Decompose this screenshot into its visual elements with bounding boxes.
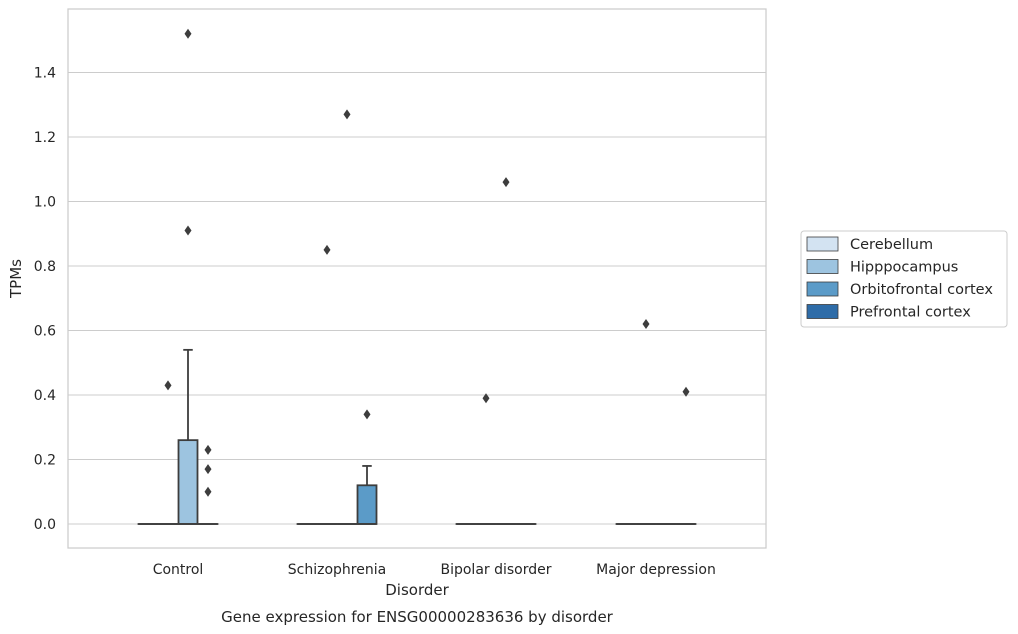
outlier-point: [482, 393, 490, 404]
outlier-point: [502, 177, 510, 188]
box-rect: [356, 484, 378, 525]
legend-item: Prefrontal cortex: [806, 304, 971, 321]
plot-area: [67, 8, 767, 549]
box-3-3: [675, 386, 697, 525]
box-1-2: [336, 109, 358, 525]
legend-swatch: [806, 259, 839, 274]
y-tick-label: 0.6: [34, 324, 56, 340]
y-tick-label: 0.4: [34, 388, 56, 404]
outlier-point: [204, 464, 212, 475]
legend: Cerebellum Hipppocampus Orbitofrontal cort…: [800, 230, 1008, 328]
x-axis-label: Disorder: [385, 581, 449, 599]
x-tick-labels: Control Schizophrenia Bipolar disorder Majo…: [153, 562, 716, 578]
legend-item: Cerebellum: [806, 236, 933, 253]
box-0-2: [177, 28, 199, 525]
box-3-1: [635, 319, 657, 525]
outlier-point: [682, 386, 690, 397]
legend-item: Hipppocampus: [806, 259, 958, 276]
outlier-point: [323, 244, 331, 255]
x-tick-label: Bipolar disorder: [440, 562, 551, 578]
legend-label: Orbitofrontal cortex: [850, 282, 993, 298]
outlier-point: [642, 319, 650, 330]
legend-swatch: [806, 281, 839, 297]
box-2-1: [475, 393, 497, 525]
outlier-point: [363, 409, 371, 420]
y-tick-label: 0.2: [34, 453, 56, 469]
y-tick-label: 1.2: [34, 130, 56, 146]
box-rect: [177, 439, 199, 525]
legend-swatch: [806, 236, 839, 252]
boxes: [137, 28, 697, 525]
legend-label: Hipppocampus: [850, 260, 958, 276]
grid-lines: [68, 71, 766, 525]
legend-swatch: [806, 304, 839, 319]
y-tick-label: 0.0: [34, 517, 56, 533]
box-0-3: [197, 444, 219, 525]
box-0-1: [157, 380, 179, 525]
y-tick-labels: 0.0 0.2 0.4 0.6 0.8 1.0 1.2 1.4: [34, 66, 56, 534]
legend-item: Orbitofrontal cortex: [806, 281, 993, 298]
outlier-point: [184, 28, 192, 39]
outlier-point: [343, 109, 351, 120]
chart-title: Gene expression for ENSG00000283636 by d…: [221, 608, 614, 626]
y-tick-label: 0.8: [34, 259, 56, 275]
outlier-point: [204, 486, 212, 497]
outlier-point: [164, 380, 172, 391]
box-2-2: [495, 177, 517, 525]
outlier-point: [204, 444, 212, 455]
x-tick-label: Major depression: [596, 562, 716, 578]
x-tick-label: Control: [153, 562, 204, 578]
box-1-3: [356, 409, 378, 525]
y-axis-label: TPMs: [7, 259, 25, 299]
x-tick-label: Schizophrenia: [288, 562, 386, 578]
legend-frame: [800, 230, 1008, 328]
y-tick-label: 1.4: [34, 66, 56, 82]
outlier-point: [184, 225, 192, 236]
y-tick-label: 1.0: [34, 195, 56, 211]
legend-label: Prefrontal cortex: [850, 305, 971, 321]
box-1-1: [316, 244, 338, 525]
legend-label: Cerebellum: [850, 237, 933, 253]
